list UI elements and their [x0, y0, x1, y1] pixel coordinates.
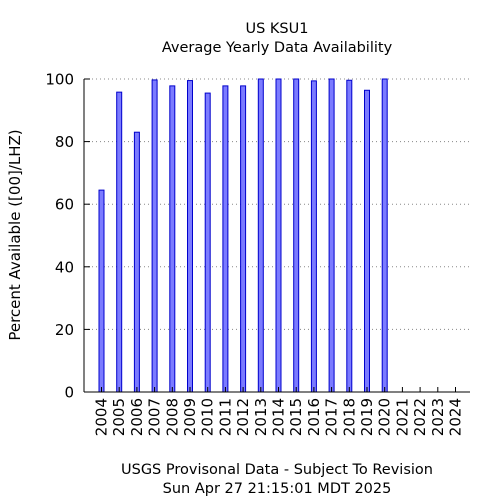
chart-title: US KSU1: [246, 21, 309, 37]
bar-2007: [151, 79, 158, 393]
bar-2004: [98, 189, 105, 393]
bar-2020: [381, 78, 388, 393]
bar-2006: [133, 131, 140, 393]
y-tick-label: 80: [55, 133, 74, 151]
bar-2008: [169, 85, 176, 393]
bar-2017: [328, 78, 335, 393]
axes: [83, 78, 470, 393]
bar-2019: [364, 89, 370, 393]
bar-2018: [346, 79, 353, 393]
x-tick-label: 2014: [270, 398, 288, 436]
x-tick-label: 2024: [447, 398, 465, 436]
x-tick-label: 2015: [287, 398, 305, 436]
footer-provisional: USGS Provisonal Data - Subject To Revisi…: [121, 462, 433, 478]
y-tick-label: 100: [45, 71, 74, 89]
bars: [98, 78, 388, 393]
x-tick-label: 2007: [146, 398, 164, 436]
x-tick-label: 2005: [110, 398, 128, 436]
footer-timestamp: Sun Apr 27 21:15:01 MDT 2025: [163, 481, 392, 497]
x-tick-label: 2016: [305, 398, 323, 436]
bar-2016: [310, 80, 317, 393]
y-tick-label: 40: [55, 258, 74, 276]
y-tick-label: 0: [64, 384, 74, 402]
y-tick-labels: 0 20 40 60 80 100: [45, 71, 74, 402]
x-tick-label: 2017: [323, 398, 341, 436]
x-tick-label: 2008: [163, 398, 181, 436]
y-tick-label: 60: [55, 196, 74, 214]
y-axis-label: Percent Available ([00]/LHZ): [6, 129, 24, 340]
bar-2013: [257, 78, 264, 393]
x-tick-label: 2023: [429, 398, 447, 436]
x-tick-label: 2012: [234, 398, 252, 436]
x-tick-label: 2021: [393, 398, 411, 436]
bar-2005: [116, 91, 123, 393]
bar-2009: [187, 80, 193, 393]
x-tick-label: 2022: [411, 398, 429, 436]
y-tick-label: 20: [55, 321, 74, 339]
bar-2011: [222, 85, 229, 393]
x-tick-label: 2018: [340, 398, 358, 436]
chart-subtitle: Average Yearly Data Availability: [162, 40, 393, 56]
bar-2012: [240, 85, 247, 393]
x-tick-label: 2020: [376, 398, 394, 436]
x-tick-label: 2004: [93, 398, 111, 436]
bar-2014: [275, 78, 282, 393]
x-tick-label: 2009: [181, 398, 199, 436]
bar-2010: [204, 92, 211, 393]
x-tick-label: 2010: [199, 398, 217, 436]
x-tick-label: 2006: [128, 398, 146, 436]
x-tick-label: 2013: [252, 398, 270, 436]
x-tick-labels: 2004 2005 2006 2007 2008 2009 2010 2011 2012 2013…: [93, 398, 465, 436]
x-tick-label: 2011: [216, 398, 234, 436]
x-tick-label: 2019: [358, 398, 376, 436]
bar-2015: [293, 78, 300, 393]
